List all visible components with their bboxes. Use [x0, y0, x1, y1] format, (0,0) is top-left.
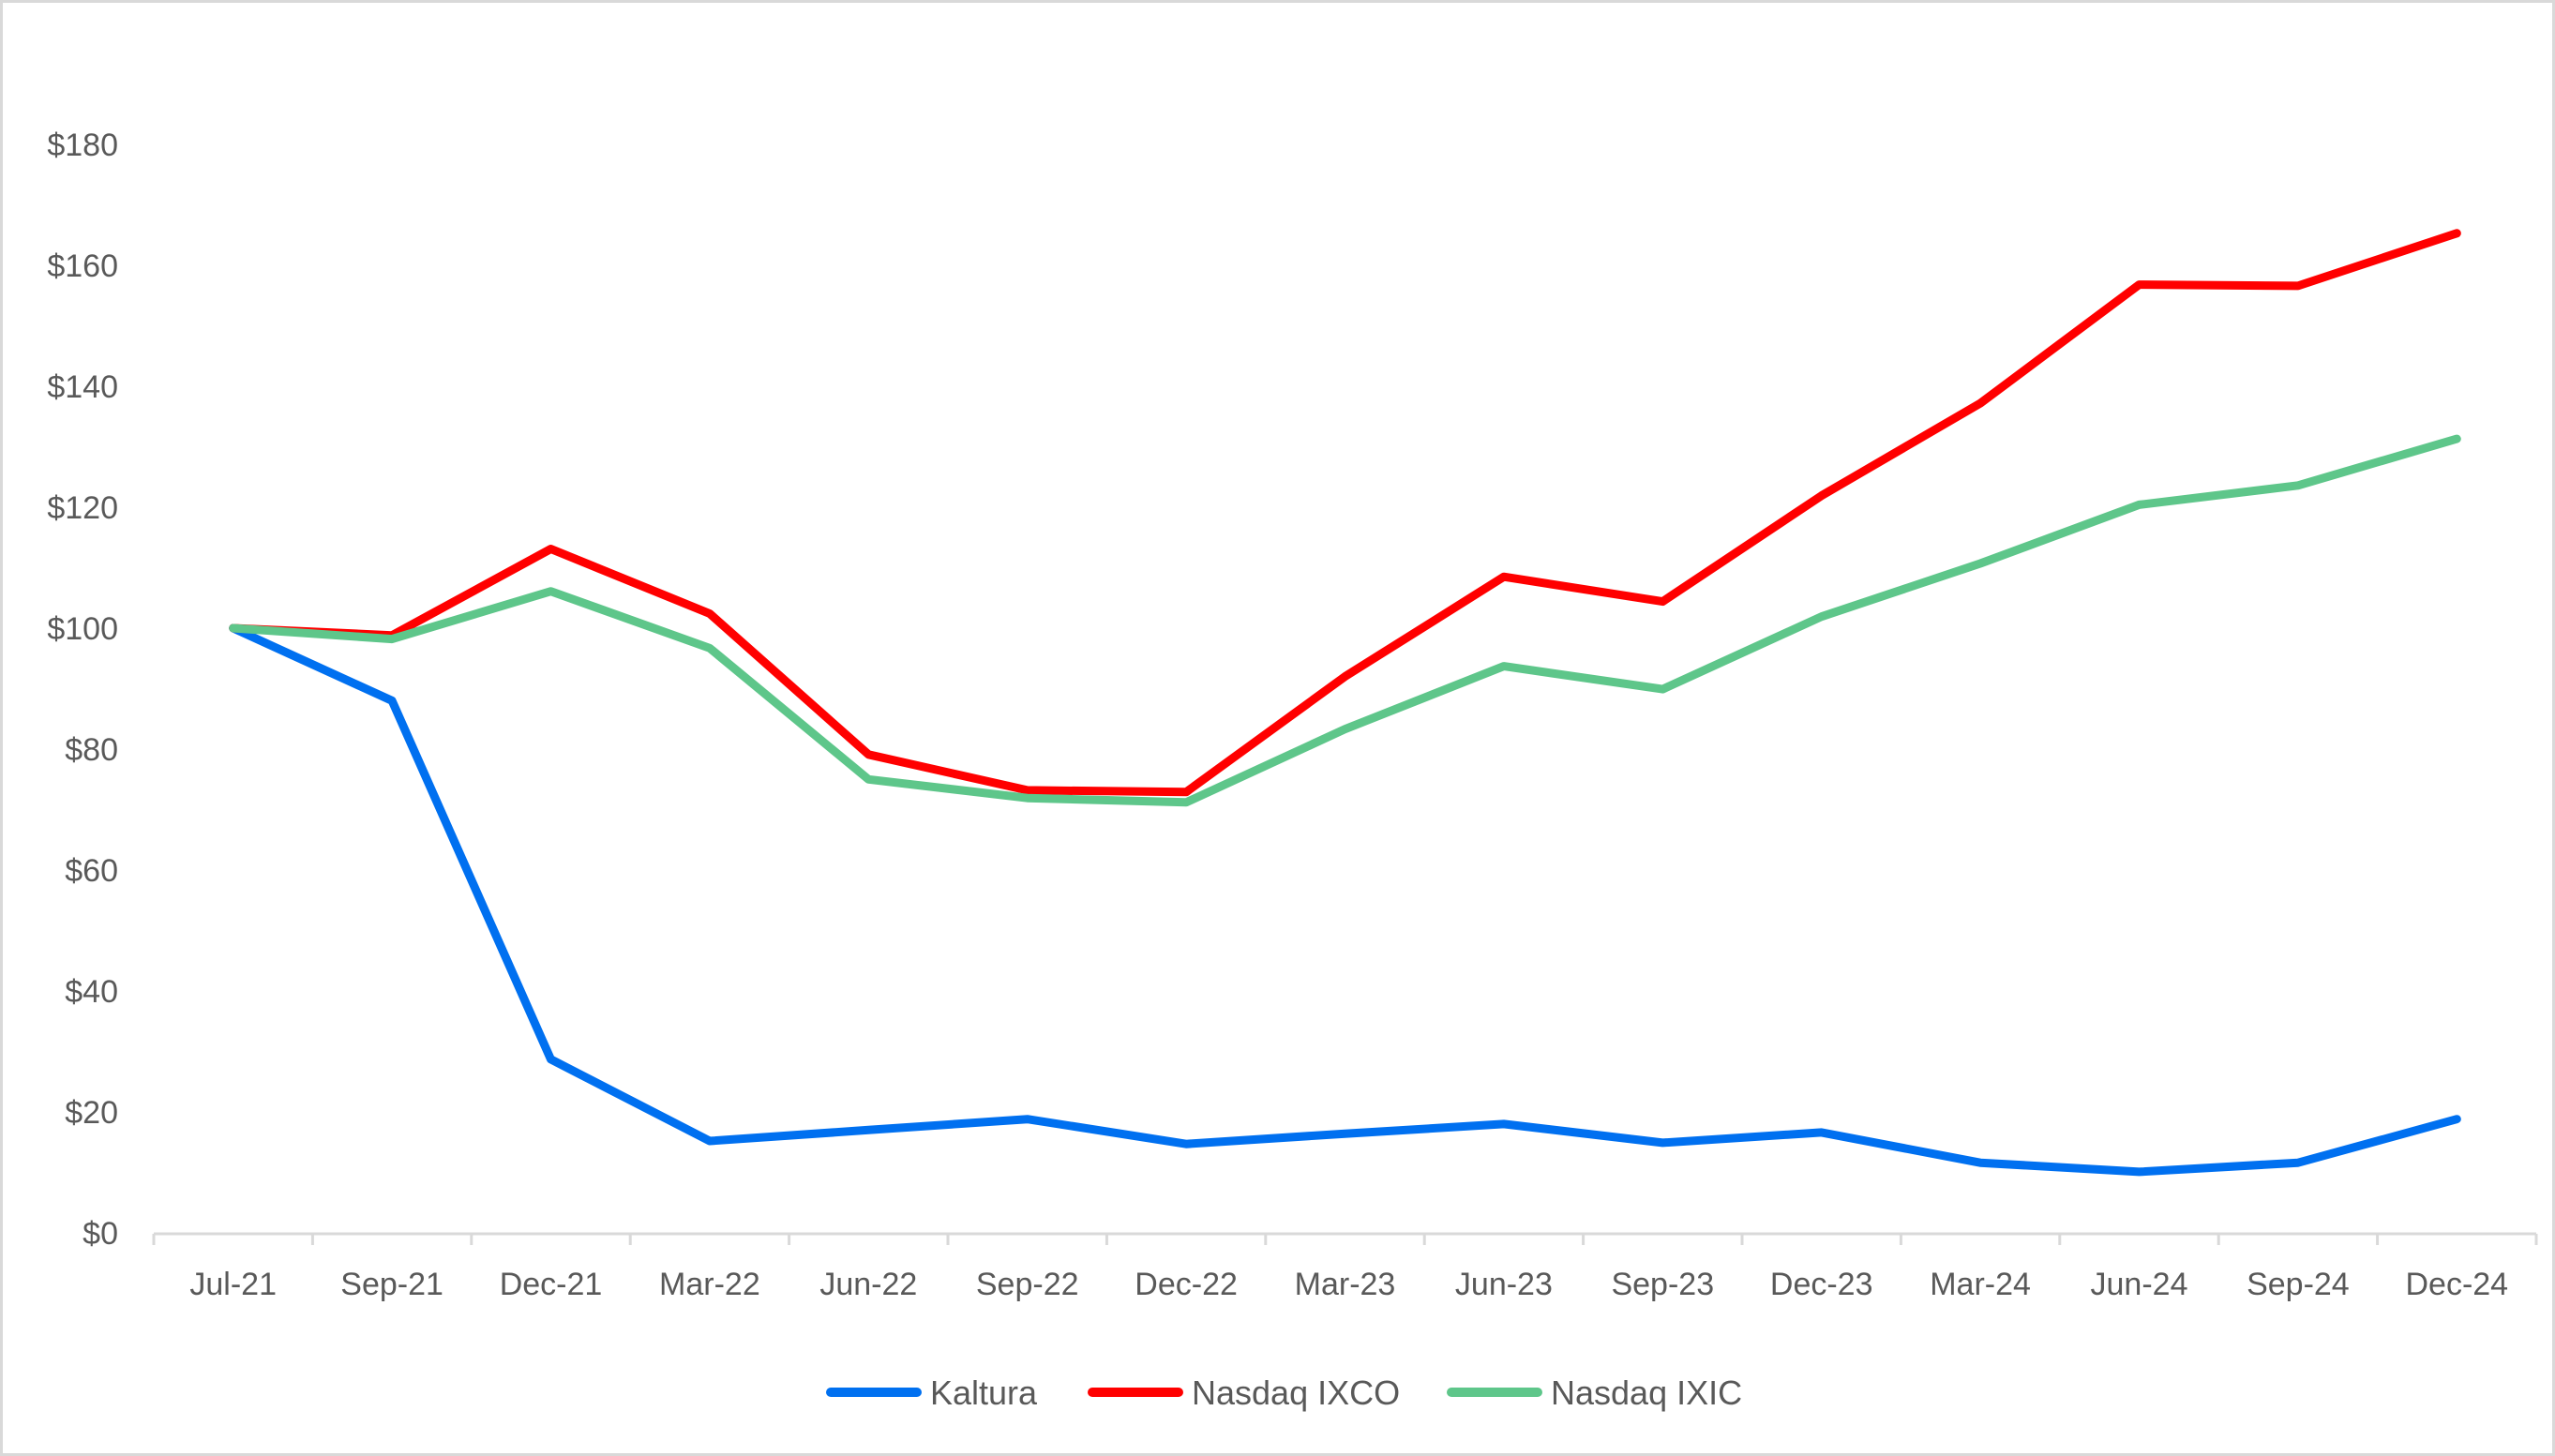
- y-axis: $0 $20 $40 $60 $80 $100 $120 $140 $160 $180: [47, 128, 118, 1252]
- x-tick-label: Jul-21: [189, 1267, 277, 1302]
- series-line-nasdaq-ixco: [229, 229, 2461, 797]
- x-tick-label: Dec-22: [1135, 1267, 1238, 1302]
- y-tick-label: $100: [47, 611, 118, 647]
- x-tick-label: Sep-23: [1611, 1267, 1714, 1302]
- y-tick-label: $40: [65, 974, 118, 1010]
- x-tick-label: Sep-21: [340, 1267, 443, 1302]
- y-tick-label: $160: [47, 248, 118, 284]
- x-tick-label: Sep-22: [976, 1267, 1079, 1302]
- legend: Kaltura Nasdaq IXCO Nasdaq IXIC: [826, 1373, 1742, 1412]
- y-tick-label: $0: [83, 1216, 118, 1252]
- y-tick-label: $180: [47, 128, 118, 163]
- x-tick-label: Jun-22: [819, 1267, 917, 1302]
- y-tick-label: $140: [47, 369, 118, 405]
- y-tick-label: $120: [47, 490, 118, 526]
- legend-label: Nasdaq IXCO: [1192, 1373, 1400, 1412]
- y-tick-label: $60: [65, 853, 118, 889]
- legend-item-nasdaq-ixco[interactable]: Nasdaq IXCO: [1088, 1373, 1400, 1412]
- x-tick-label: Mar-22: [659, 1267, 760, 1302]
- y-tick-label: $20: [65, 1095, 118, 1131]
- legend-item-nasdaq-ixic[interactable]: Nasdaq IXIC: [1447, 1373, 1742, 1412]
- series-line-nasdaq-ixic: [229, 434, 2461, 807]
- x-tick-label: Jun-24: [2091, 1267, 2188, 1302]
- plot-area: [229, 229, 2461, 1177]
- legend-label: Kaltura: [930, 1373, 1038, 1412]
- x-tick-label: Dec-21: [500, 1267, 603, 1302]
- y-tick-label: $80: [65, 732, 118, 768]
- series-line-kaltura: [229, 623, 2461, 1177]
- x-tick-label: Sep-24: [2247, 1267, 2350, 1302]
- legend-label: Nasdaq IXIC: [1551, 1373, 1742, 1412]
- x-tick-label: Dec-23: [1770, 1267, 1873, 1302]
- x-tick-label: Mar-23: [1295, 1267, 1396, 1302]
- x-axis: Jul-21 Sep-21 Dec-21 Mar-22 Jun-22 Sep-22 Dec-…: [152, 1232, 2538, 1302]
- x-tick-label: Jun-23: [1455, 1267, 1553, 1302]
- x-tick-label: Mar-24: [1930, 1267, 2031, 1302]
- x-tick-label: Dec-24: [2405, 1267, 2508, 1302]
- legend-item-kaltura[interactable]: Kaltura: [826, 1373, 1038, 1412]
